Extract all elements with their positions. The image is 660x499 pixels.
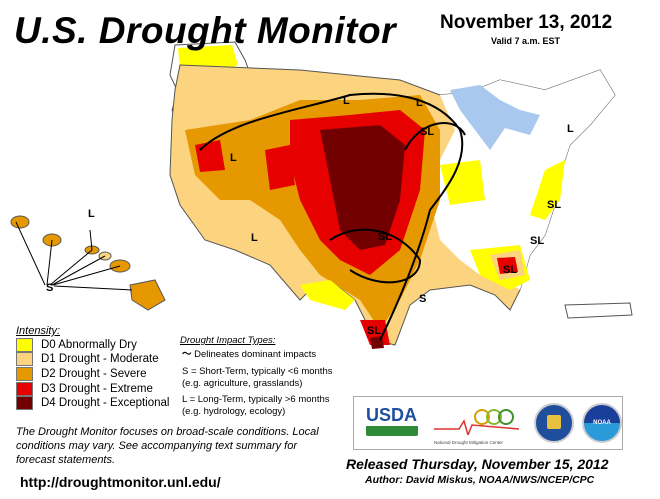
- legend-label: D3 Drought - Extreme: [41, 383, 153, 395]
- impact-long-text: L = Long-Term, typically >6 months: [182, 394, 330, 405]
- legend-item-d0: D0 Abnormally Dry: [16, 338, 137, 352]
- impact-types-title: Drought Impact Types:: [180, 335, 276, 346]
- hawaii: [10, 215, 166, 311]
- impact-labels: L L SL L L SL SL L SL SL S SL L S: [46, 95, 574, 337]
- southeast-d3: [497, 257, 518, 274]
- swatch-d4: [16, 396, 33, 410]
- legend-label: D1 Drought - Moderate: [41, 353, 159, 365]
- impact-long: L = Long-Term, typically >6 months (e.g. …: [182, 394, 330, 418]
- noaa-logo: NOAA: [582, 403, 622, 443]
- usda-logo: USDA: [366, 405, 418, 436]
- valid-time: Valid 7 a.m. EST: [491, 36, 561, 46]
- ohio-d0: [440, 160, 485, 205]
- ndmc-logo: National Drought Mitigation Center: [434, 407, 520, 445]
- noaa-logo-text: NOAA: [593, 420, 611, 426]
- legend-item-d2: D2 Drought - Severe: [16, 367, 146, 381]
- legend-label: D4 Drought - Exceptional: [41, 397, 170, 409]
- west-d0: [300, 280, 355, 310]
- impact-short-eg: (e.g. agriculture, grasslands): [182, 378, 303, 389]
- swatch-d3: [16, 382, 33, 396]
- trees-icon: [434, 409, 520, 438]
- swatch-d2: [16, 367, 33, 381]
- ndmc-logo-text: National Drought Mitigation Center: [434, 440, 504, 445]
- d3-oregon: [195, 140, 225, 172]
- d3-west: [265, 145, 295, 190]
- impact-short: S = Short-Term, typically <6 months (e.g.…: [182, 366, 332, 390]
- great-lakes: [450, 85, 540, 150]
- map-label: SL: [367, 325, 381, 337]
- map-label: L: [343, 95, 350, 107]
- legend-label: D2 Drought - Severe: [41, 368, 147, 380]
- legend-item-d3: D3 Drought - Extreme: [16, 382, 153, 396]
- d3-texas: [360, 320, 390, 345]
- release-date: Released Thursday, November 15, 2012: [346, 456, 609, 472]
- map-label: L: [251, 232, 258, 244]
- legend-item-d1: D1 Drought - Moderate: [16, 352, 159, 366]
- map-label: SL: [503, 264, 517, 276]
- website-link[interactable]: http://droughtmonitor.unl.edu/: [20, 474, 221, 490]
- impact-long-eg: (e.g. hydrology, ecology): [182, 406, 286, 417]
- map-date: November 13, 2012: [440, 12, 613, 33]
- impact-delineates: 〜 Delineates dominant impacts: [182, 349, 316, 361]
- impact-short-text: S = Short-Term, typically <6 months: [182, 366, 333, 377]
- swatch-d0: [16, 338, 33, 352]
- map-label: SL: [547, 199, 561, 211]
- map-label: SL: [530, 235, 544, 247]
- partner-logos: USDA National Drought Mitigation Center …: [353, 396, 623, 450]
- legend-item-d4: D4 Drought - Exceptional: [16, 396, 169, 410]
- map-label: SL: [420, 126, 434, 138]
- page-title: U.S. Drought Monitor: [14, 10, 396, 51]
- usda-logo-text: USDA: [366, 405, 418, 425]
- puerto-rico: [564, 302, 633, 319]
- d4-region: [320, 125, 405, 250]
- legend-label: D0 Abnormally Dry: [41, 339, 137, 351]
- disclaimer-note: The Drought Monitor focuses on broad-sca…: [16, 426, 319, 466]
- author: Author: David Miskus, NOAA/NWS/NCEP/CPC: [365, 474, 595, 486]
- legend-title: Intensity:: [16, 325, 61, 337]
- doc-seal-logo: [534, 403, 574, 443]
- tilde-line-icon: 〜: [182, 349, 192, 360]
- map-label: SL: [378, 231, 392, 243]
- map-label: S: [46, 282, 53, 294]
- impact-boundary: [329, 228, 422, 284]
- map-label: L: [416, 97, 423, 109]
- east-d0: [530, 160, 565, 220]
- impact-boundary: [404, 122, 466, 151]
- swatch-d1: [16, 352, 33, 366]
- impact-delineates-text: Delineates dominant impacts: [194, 349, 317, 360]
- map-label: S: [419, 293, 426, 305]
- map-label: L: [230, 152, 237, 164]
- map-label: L: [88, 208, 95, 220]
- map-label: L: [567, 123, 574, 135]
